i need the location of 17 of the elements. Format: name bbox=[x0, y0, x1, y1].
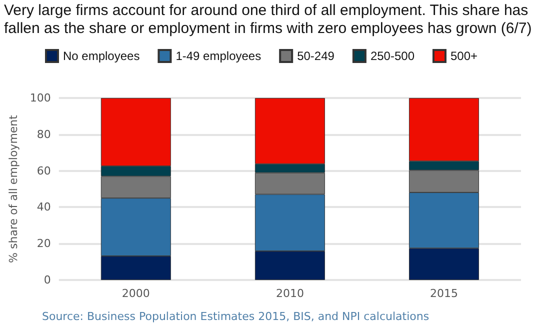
y-tick-label: 20 bbox=[36, 237, 51, 250]
x-tick-label: 2000 bbox=[122, 287, 150, 300]
legend-label: 500+ bbox=[450, 49, 478, 63]
legend-label: 1-49 employees bbox=[176, 49, 262, 63]
legend-label: 50-249 bbox=[297, 49, 335, 63]
chart-title: Very large firms account for around one third of all employment. This share has fallen as the share or employment in firms with zero employees has grown (6/7) bbox=[4, 2, 532, 38]
y-tick-label: 60 bbox=[36, 164, 51, 178]
legend-label: 250-500 bbox=[370, 49, 415, 63]
legend-label: No employees bbox=[63, 49, 140, 63]
x-tick-label: 2015 bbox=[430, 287, 458, 300]
y-axis-title: % share of all employment bbox=[7, 114, 20, 263]
y-tick-label: 40 bbox=[36, 200, 51, 214]
x-tick-label: 2010 bbox=[276, 287, 304, 300]
y-tick-label: 100 bbox=[30, 92, 51, 104]
y-tick-label: 0 bbox=[44, 274, 51, 286]
source-note: Source: Business Population Estimates 2015, BIS, and NPI calculations bbox=[42, 310, 430, 323]
y-tick-label: 80 bbox=[36, 128, 51, 141]
